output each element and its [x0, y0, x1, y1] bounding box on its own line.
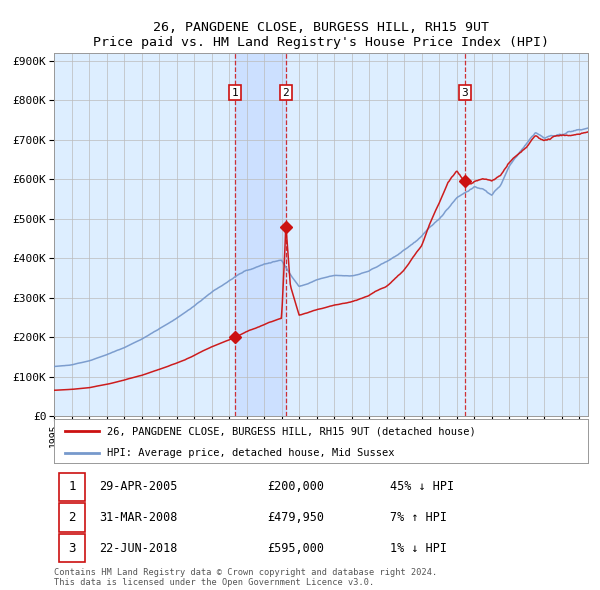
Text: 31-MAR-2008: 31-MAR-2008 — [100, 511, 178, 524]
Text: 1: 1 — [68, 480, 76, 493]
Text: 3: 3 — [68, 542, 76, 555]
Text: 45% ↓ HPI: 45% ↓ HPI — [391, 480, 455, 493]
Text: 26, PANGDENE CLOSE, BURGESS HILL, RH15 9UT (detached house): 26, PANGDENE CLOSE, BURGESS HILL, RH15 9… — [107, 427, 476, 436]
Text: £595,000: £595,000 — [268, 542, 325, 555]
FancyBboxPatch shape — [59, 534, 85, 562]
Text: 2: 2 — [68, 511, 76, 524]
Text: 22-JUN-2018: 22-JUN-2018 — [100, 542, 178, 555]
Text: Contains HM Land Registry data © Crown copyright and database right 2024.
This d: Contains HM Land Registry data © Crown c… — [54, 568, 437, 587]
FancyBboxPatch shape — [59, 503, 85, 532]
Bar — [235, 53, 286, 416]
Text: 3: 3 — [461, 87, 468, 97]
Text: HPI: Average price, detached house, Mid Sussex: HPI: Average price, detached house, Mid … — [107, 448, 395, 458]
FancyBboxPatch shape — [59, 473, 85, 502]
Text: 29-APR-2005: 29-APR-2005 — [100, 480, 178, 493]
Title: 26, PANGDENE CLOSE, BURGESS HILL, RH15 9UT
Price paid vs. HM Land Registry's Hou: 26, PANGDENE CLOSE, BURGESS HILL, RH15 9… — [93, 21, 549, 49]
Text: 2: 2 — [283, 87, 289, 97]
Text: 7% ↑ HPI: 7% ↑ HPI — [391, 511, 448, 524]
Text: 1: 1 — [232, 87, 238, 97]
Text: £479,950: £479,950 — [268, 511, 325, 524]
Text: £200,000: £200,000 — [268, 480, 325, 493]
Text: 1% ↓ HPI: 1% ↓ HPI — [391, 542, 448, 555]
